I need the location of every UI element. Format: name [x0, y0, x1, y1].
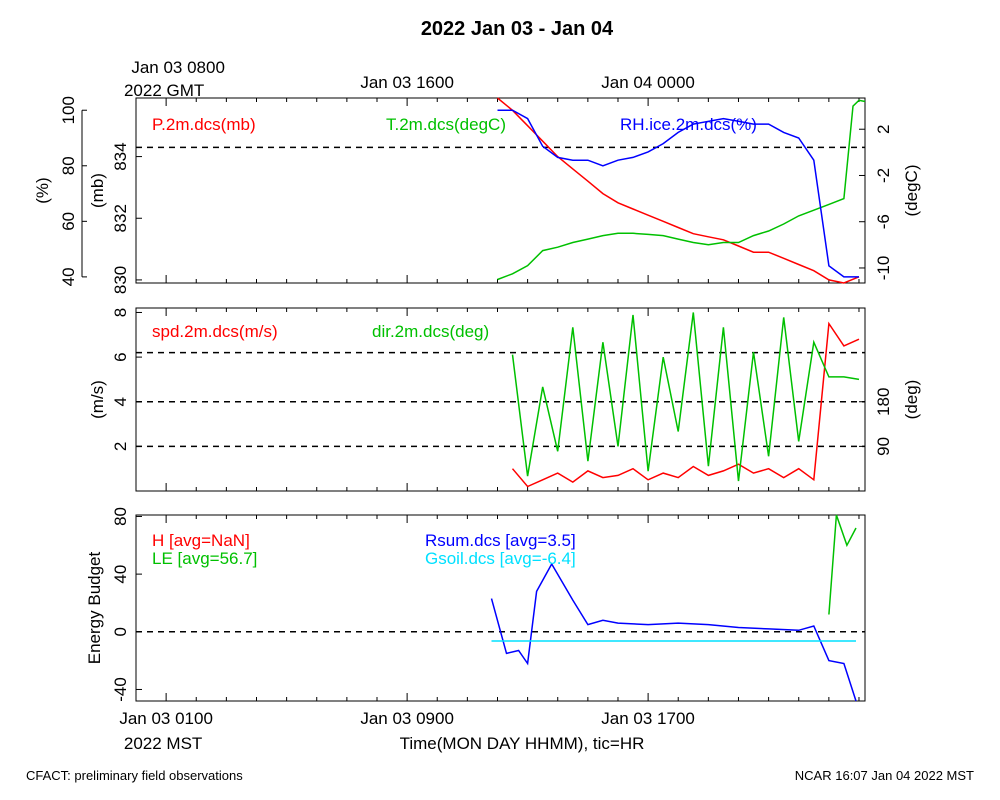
panel-pressure-temperature-rh-y-tick-label: 834	[111, 142, 130, 170]
panel-wind-y-tick-label: 4	[111, 397, 130, 406]
footer-left: CFACT: preliminary field observations	[26, 768, 243, 783]
x-axis-title: Time(MON DAY HHMM), tic=HR	[400, 734, 645, 753]
panel-pressure-temperature-rh-left2-tick-label: 80	[59, 156, 78, 175]
panel-pressure-temperature-rh-right-tick-label: -10	[874, 256, 893, 281]
footer-right: NCAR 16:07 Jan 04 2022 MST	[794, 768, 974, 783]
panel-pressure-temperature-rh-right-tick-label: 2	[874, 124, 893, 133]
panel-pressure-temperature-rh-right-label: (degC)	[902, 165, 921, 217]
panel-wind-y-tick-label: 2	[111, 442, 130, 451]
panel-energy-budget-y-tick-label: 80	[111, 507, 130, 526]
panel-pressure-temperature-rh-frame	[135, 97, 866, 284]
legend-0: spd.2m.dcs(m/s)	[152, 322, 278, 341]
legend-3: Gsoil.dcs [avg=-6.4]	[425, 549, 576, 568]
chart-title: 2022 Jan 03 - Jan 04	[421, 18, 614, 40]
top-axis-label: Jan 03 0800	[131, 58, 225, 77]
top-axis-sublabel: 2022 GMT	[124, 81, 204, 100]
panel-wind-y-tick-label: 6	[111, 352, 130, 361]
panel-pressure-temperature-rh-y-tick-label: 830	[111, 266, 130, 294]
panel-energy-budget-frame	[135, 514, 866, 702]
series-dir-2m-dcs	[511, 312, 860, 482]
panel-energy-budget-y-tick-label: 0	[111, 627, 130, 636]
panel-pressure-temperature-rh-left2-tick-label: 100	[59, 96, 78, 124]
legend-1: T.2m.dcs(degC)	[386, 115, 506, 134]
legend-1: LE [avg=56.7]	[152, 549, 257, 568]
top-axis-label: Jan 04 0000	[601, 73, 695, 92]
panel-pressure-temperature-rh-left2-tick-label: 40	[59, 267, 78, 286]
panel-wind-right-tick-label: 90	[874, 437, 893, 456]
panel-wind-right-label: (deg)	[902, 380, 921, 420]
panel-pressure-temperature-rh-right-tick-label: -6	[874, 214, 893, 229]
panel-wind-frame	[135, 307, 866, 492]
panel-wind-y-label: (m/s)	[88, 380, 107, 419]
panel-pressure-temperature-rh-y-tick-label: 832	[111, 204, 130, 232]
top-axis-label: Jan 03 1600	[360, 73, 454, 92]
panel-pressure-temperature-rh-y-label: (mb)	[88, 173, 107, 208]
panel-energy-budget-y-tick-label: -40	[111, 677, 130, 702]
panel-wind-y-tick-label: 8	[111, 308, 130, 317]
bottom-axis-sublabel: 2022 MST	[124, 734, 202, 753]
legend-1: dir.2m.dcs(deg)	[372, 322, 489, 341]
panel-wind-right-tick-label: 180	[874, 388, 893, 416]
bottom-axis-label: Jan 03 0900	[360, 709, 454, 728]
series-rsum-dcs	[490, 562, 857, 702]
panel-energy-budget-y-label: Energy Budget	[85, 551, 104, 664]
series-rh-ice-2m-dcs	[497, 109, 859, 278]
panel-pressure-temperature-rh-left2-label: (%)	[33, 177, 52, 203]
panel-energy-budget-y-tick-label: 40	[111, 565, 130, 584]
panel-pressure-temperature-rh-right-tick-label: -2	[874, 168, 893, 183]
legend-2: Rsum.dcs [avg=3.5]	[425, 531, 576, 550]
series-t-2m-dcs	[497, 99, 866, 281]
bottom-axis-label: Jan 03 0100	[119, 709, 213, 728]
series-spd-2m-dcs	[511, 321, 860, 488]
panel-pressure-temperature-rh-left2-tick-label: 60	[59, 212, 78, 231]
legend-2: RH.ice.2m.dcs(%)	[620, 115, 757, 134]
bottom-axis-label: Jan 03 1700	[601, 709, 695, 728]
legend-0: P.2m.dcs(mb)	[152, 115, 256, 134]
series-le	[828, 514, 857, 615]
legend-0: H [avg=NaN]	[152, 531, 250, 550]
